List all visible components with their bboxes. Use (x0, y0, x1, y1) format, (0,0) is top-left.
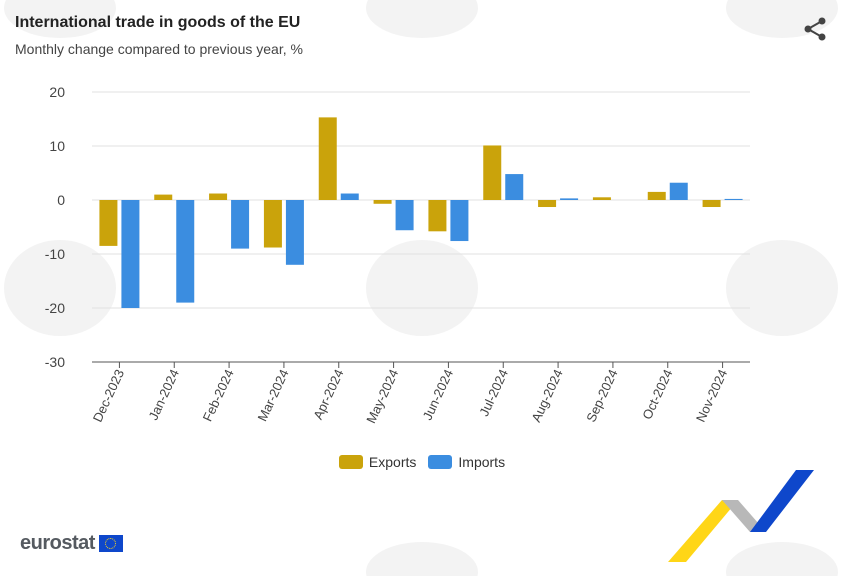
eurostat-logo: eurostat (20, 532, 123, 555)
brand-mark-yellow (668, 500, 738, 562)
x-tick-label: Sep-2024 (583, 367, 620, 424)
legend-swatch-imports (428, 455, 453, 469)
bar-imports-nov-2024[interactable] (724, 198, 743, 200)
brand-mark-blue (750, 470, 814, 532)
eurostat-logo-text: eurostat (20, 532, 95, 554)
watermark-group (4, 0, 838, 576)
x-tick-label: Jan-2024 (145, 367, 182, 422)
x-tick-label: Mar-2024 (255, 367, 292, 424)
y-tick-label: 0 (57, 192, 65, 208)
bar-exports-oct-2024[interactable] (647, 191, 666, 200)
bar-exports-aug-2024[interactable] (538, 200, 557, 208)
bar-imports-jan-2024[interactable] (176, 200, 195, 303)
bar-exports-dec-2023[interactable] (99, 200, 118, 246)
bar-exports-feb-2024[interactable] (209, 193, 228, 200)
bar-exports-apr-2024[interactable] (318, 117, 337, 200)
bar-imports-jul-2024[interactable] (505, 174, 524, 200)
bar-imports-may-2024[interactable] (395, 200, 414, 231)
x-tick-label: Dec-2023 (90, 367, 127, 424)
x-tick-label: May-2024 (363, 367, 401, 426)
bar-imports-feb-2024[interactable] (231, 200, 250, 249)
bar-imports-apr-2024[interactable] (340, 193, 359, 200)
share-icon-svg (804, 17, 826, 41)
y-tick-label: -10 (45, 246, 65, 262)
legend-item-imports[interactable]: Imports (428, 454, 505, 470)
bar-chart: 20 10 0 -10 -20 -30 Dec-2023 Jan-2024 Feb-2024 M… (45, 84, 750, 426)
bar-imports-mar-2024[interactable] (285, 200, 304, 265)
bar-exports-jan-2024[interactable] (154, 194, 173, 200)
share-icon[interactable] (802, 16, 828, 42)
y-axis-ticks: 20 10 0 -10 -20 -30 (45, 84, 65, 370)
legend-swatch-exports (338, 455, 363, 469)
bars-group (99, 117, 743, 308)
x-tick-label: Nov-2024 (693, 367, 730, 424)
x-tick-label: Aug-2024 (528, 367, 565, 424)
bar-imports-oct-2024[interactable] (669, 182, 688, 200)
grid-lines (92, 91, 750, 309)
bar-exports-may-2024[interactable] (373, 200, 392, 204)
eu-flag-icon (98, 535, 123, 552)
legend-item-exports[interactable]: Exports (338, 454, 417, 470)
bar-imports-jun-2024[interactable] (450, 200, 469, 242)
x-axis: Dec-2023 Jan-2024 Feb-2024 Mar-2024 Apr-2024… (90, 361, 750, 426)
x-tick-label: Jun-2024 (420, 367, 457, 422)
x-tick-label: Oct-2024 (639, 367, 675, 422)
bar-exports-jun-2024[interactable] (428, 200, 447, 232)
bar-imports-aug-2024[interactable] (560, 198, 579, 200)
bar-exports-mar-2024[interactable] (263, 200, 282, 248)
x-tick-label: Feb-2024 (200, 367, 237, 424)
bar-exports-jul-2024[interactable] (483, 145, 502, 200)
bar-exports-sep-2024[interactable] (592, 197, 611, 200)
bar-imports-dec-2023[interactable] (121, 200, 140, 308)
eurostat-brand-mark-icon (668, 470, 814, 562)
legend-label-imports: Imports (458, 454, 506, 470)
chart-subtitle: Monthly change compared to previous year… (15, 41, 303, 57)
y-tick-label: -30 (45, 354, 65, 370)
chart-title: International trade in goods of the EU (15, 14, 301, 31)
bar-exports-nov-2024[interactable] (702, 200, 721, 208)
x-tick-label: Jul-2024 (476, 367, 511, 419)
y-tick-label: -20 (45, 300, 65, 316)
x-tick-label: Apr-2024 (310, 367, 346, 422)
legend: Exports Imports (0, 454, 844, 470)
y-tick-label: 20 (49, 84, 65, 100)
y-tick-label: 10 (49, 138, 65, 154)
brand-mark-grey (722, 500, 766, 532)
legend-label-exports: Exports (368, 454, 417, 470)
